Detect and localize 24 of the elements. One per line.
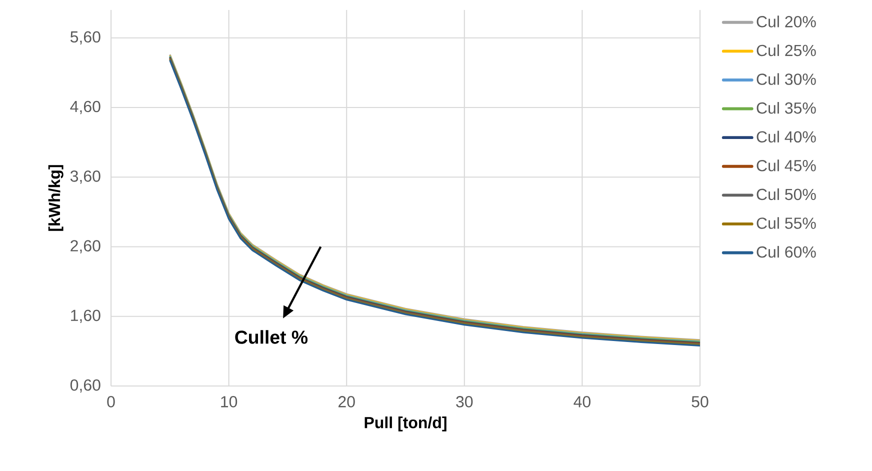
legend-label: Cul 40% xyxy=(756,130,816,143)
legend-label: Cul 45% xyxy=(756,160,816,172)
legend-label: Cul 20% xyxy=(756,16,816,28)
legend-label: Cul 50% xyxy=(756,188,816,200)
y-axis-title: [kWh/kg] xyxy=(48,165,64,231)
legend-label: Cul 25% xyxy=(756,44,816,56)
legend-label: Cul 55% xyxy=(756,217,816,229)
x-tick-label: 30 xyxy=(456,396,473,408)
legend-label: Cul 30% xyxy=(756,73,816,85)
legend-label: Cul 35% xyxy=(756,102,816,114)
x-tick-label: 20 xyxy=(338,396,355,408)
x-axis-title: Pull [ton/d] xyxy=(364,416,446,432)
legend-label: Cul 60% xyxy=(756,246,816,258)
y-tick-label: 3,60 xyxy=(70,170,100,184)
x-tick-label: 40 xyxy=(574,396,590,408)
y-tick-label: 2,60 xyxy=(70,240,100,254)
y-tick-label: 0,60 xyxy=(70,379,100,393)
x-tick-label: 50 xyxy=(692,396,708,408)
y-tick-label: 5,60 xyxy=(70,31,100,44)
x-tick-label: 10 xyxy=(221,396,238,408)
y-tick-label: 1,60 xyxy=(71,310,100,323)
x-tick-label: 0 xyxy=(107,396,115,408)
annotation: Cullet % xyxy=(235,330,308,344)
y-tick-label: 4,60 xyxy=(70,100,100,114)
